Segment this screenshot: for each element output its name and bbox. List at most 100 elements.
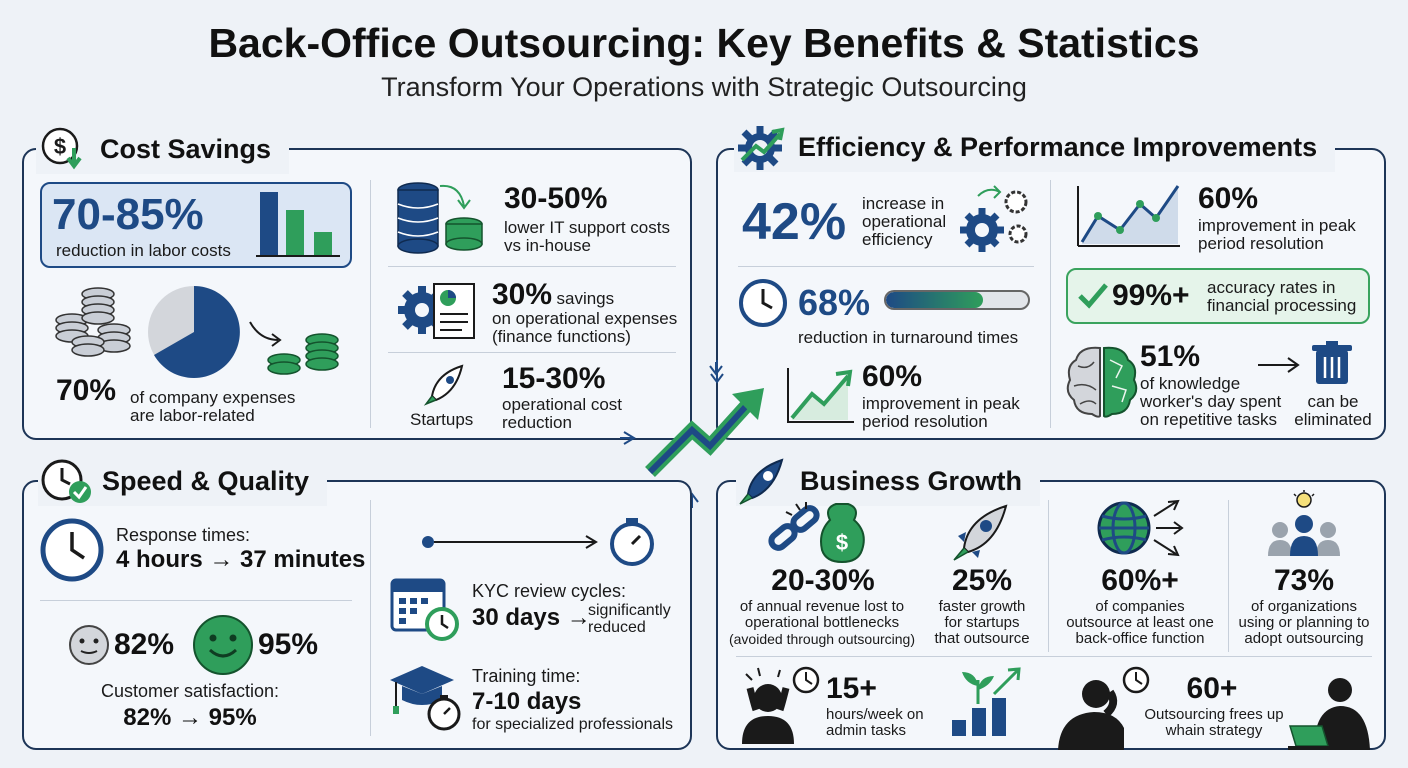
speed-quality-header: Speed & Quality — [38, 456, 328, 506]
satisfaction-value: 82% → 95% — [123, 704, 257, 731]
companies-text-2: outsource at least one — [1066, 614, 1214, 631]
eliminate-text-2: eliminated — [1294, 410, 1372, 429]
growth-rocket-icon — [736, 456, 792, 506]
gear-document-icon — [398, 280, 482, 344]
startups-text-1: operational cost — [502, 395, 623, 414]
knowledge-text-3: on repetitive tasks — [1140, 410, 1278, 429]
arrow-curve-icon — [246, 318, 286, 348]
it-value: 30-50% — [504, 182, 608, 215]
response-label: Response times: — [116, 525, 251, 545]
happy-face-icon — [192, 614, 254, 676]
stressed-person-icon — [736, 664, 822, 744]
svg-text:$: $ — [54, 134, 66, 159]
growth-divider-v2 — [1228, 500, 1229, 652]
kyc-note-2: reduced — [588, 619, 646, 636]
speed-quality-panel — [22, 480, 692, 750]
speed-divider-h — [40, 600, 352, 601]
cost-divider-v — [370, 180, 371, 428]
peak1-text-2: period resolution — [1198, 234, 1324, 253]
satisfaction-after: 95% — [258, 628, 319, 661]
response-value: 4 hours → 37 minutes — [116, 546, 366, 573]
revenue-text-1: of annual revenue lost to — [739, 598, 905, 615]
fast-growth-text-1: faster growth — [938, 598, 1026, 615]
revenue-text-2: operational bottlenecks — [744, 614, 900, 631]
peak2-text-2: period resolution — [862, 412, 988, 431]
training-note: for specialized professionals — [472, 716, 673, 733]
calendar-clock-icon — [390, 574, 462, 642]
organizations-value: 73% — [1273, 564, 1335, 597]
broken-chain-money-icon: $ — [766, 500, 870, 564]
globe-arrows-icon — [1096, 494, 1188, 560]
growth-plant-chart-icon — [946, 664, 1024, 740]
training-label: Training time: — [472, 666, 581, 686]
rocket-icon — [422, 362, 470, 406]
cost-divider-h2 — [388, 352, 676, 353]
fast-growth-text-3: that outsource — [934, 630, 1030, 647]
laptop-person-icon — [1284, 674, 1380, 750]
team-idea-icon — [1266, 490, 1342, 560]
neutral-face-icon — [68, 624, 110, 666]
peak1-text-1: improvement in peak — [1198, 216, 1356, 235]
ops-text-1: on operational expenses — [492, 309, 678, 328]
admin-value: 15+ — [826, 672, 877, 705]
kyc-note-1: significantly — [588, 602, 671, 619]
it-text-1: lower IT support costs — [504, 218, 670, 237]
frees-value: 60+ — [1186, 672, 1238, 705]
center-growth-arrow — [620, 360, 788, 520]
graduation-cap-icon — [388, 662, 464, 734]
ops-text-2: (finance functions) — [492, 327, 631, 346]
eff-divider-v — [1050, 180, 1051, 428]
peak1-value: 60% — [1198, 182, 1259, 215]
satisfaction-label: Customer satisfaction: — [100, 681, 280, 701]
accuracy-text-1: accuracy rates in — [1207, 278, 1336, 297]
revenue-value: 20-30% — [771, 564, 875, 597]
frees-text-2: whain strategy — [1165, 722, 1263, 739]
eff-divider-h — [738, 266, 1034, 267]
efficiency-text-1: increase in — [862, 194, 945, 213]
database-icon — [396, 180, 488, 256]
clock-check-icon — [38, 456, 94, 506]
knowledge-value: 51% — [1140, 340, 1201, 373]
eliminate-text-1: can be — [1307, 392, 1359, 411]
ops-line: 30% savings — [492, 278, 614, 312]
startups-value: 15-30% — [502, 362, 606, 395]
page-subtitle: Transform Your Operations with Strategic… — [381, 72, 1027, 102]
knowledge-text-2: worker's day spent — [1140, 392, 1282, 411]
kyc-value: 30 days → — [472, 604, 591, 631]
ops-word: savings — [556, 289, 615, 308]
growth-divider-v1 — [1048, 500, 1049, 652]
accuracy-value: 99%+ — [1112, 279, 1190, 312]
frees-text-1: Outsourcing frees up — [1144, 706, 1284, 723]
companies-text-1: of companies — [1095, 598, 1185, 615]
startups-label: Startups — [410, 410, 474, 429]
efficiency-text-3: efficiency — [862, 230, 933, 249]
efficiency-text-2: operational — [862, 212, 947, 231]
revenue-text-3: (avoided through outsourcing) — [728, 631, 915, 647]
expenses-value: 70% — [56, 374, 117, 407]
check-icon — [1076, 280, 1110, 310]
efficiency-value: 42% — [742, 193, 847, 251]
fast-growth-text-2: for startups — [944, 614, 1020, 631]
page-title: Back-Office Outsourcing: Key Benefits & … — [208, 20, 1200, 66]
expenses-text-2: are labor-related — [130, 406, 255, 425]
speed-divider-v — [370, 500, 371, 736]
accuracy-text-2: financial processing — [1207, 296, 1357, 315]
companies-text-3: back-office function — [1075, 630, 1205, 647]
kyc-label: KYC review cycles: — [472, 581, 627, 601]
business-growth-title: Business Growth — [800, 465, 1023, 496]
labor-cost-value: 70-85% — [52, 190, 204, 239]
efficiency-title: Efficiency & Performance Improvements — [798, 131, 1318, 162]
green-coins-icon — [266, 330, 346, 380]
dollar-down-icon: $ — [36, 124, 92, 174]
speed-quality-title: Speed & Quality — [102, 465, 310, 496]
svg-text:$: $ — [836, 530, 848, 555]
clock-icon — [738, 278, 788, 328]
startup-rocket-icon — [950, 502, 1012, 562]
startups-text-2: reduction — [502, 413, 572, 432]
organizations-text-3: adopt outsourcing — [1244, 630, 1364, 647]
turnaround-progress — [884, 290, 1030, 310]
organizations-text-1: of organizations — [1251, 598, 1357, 615]
gear-arrow-icon — [734, 122, 790, 172]
cost-savings-title: Cost Savings — [100, 133, 272, 164]
turnaround-progress-fill — [886, 292, 983, 308]
